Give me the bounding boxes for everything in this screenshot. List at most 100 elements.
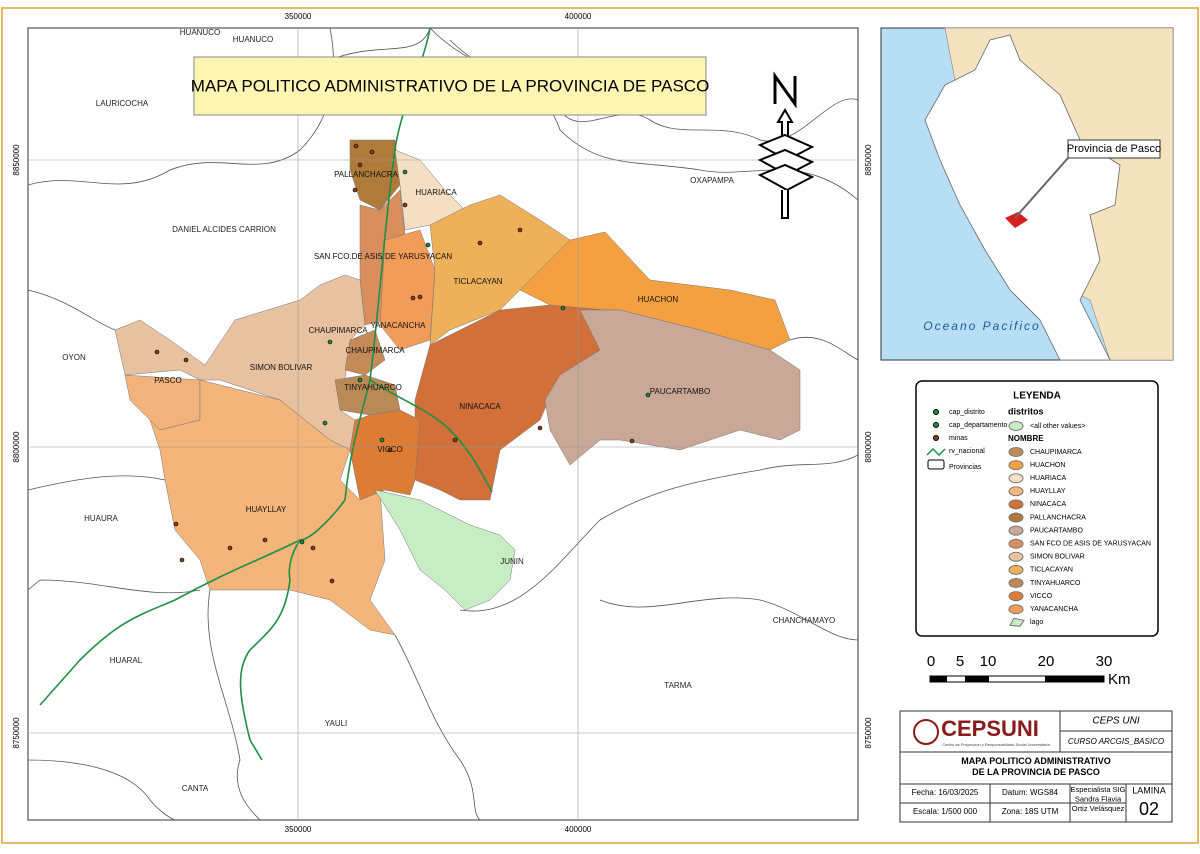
district-label: SIMON BOLIVAR [250,363,313,372]
graticule [28,28,858,820]
district-label: HUAYLLAY [246,505,287,514]
legend-swatch [1008,591,1024,602]
scale-label: 5 [956,653,964,670]
legend-symbol [933,435,939,441]
district-area [544,309,801,466]
map-title: MAPA POLITICO ADMINISTRATIVO DE LA PROVI… [191,76,710,95]
legend-swatch [1009,617,1025,627]
north-arrow [757,71,815,219]
legend-swatch [1008,604,1024,615]
district-area [379,229,436,351]
district-label: HUACHON [638,295,679,304]
neighbor-label: CANTA [182,784,209,793]
map-labels: HUANUCO HUANUCO LAURICOCHA DANIEL ALCIDES C… [62,28,835,793]
legend-swatch [1008,486,1024,497]
legend-swatch [1008,473,1024,484]
legend-swatch [1008,512,1024,523]
grid-label: 350000 [285,825,312,834]
district-label: NINACACA [459,402,501,411]
neighbor-label: HUAURA [84,514,118,523]
district-area [414,304,606,501]
neighbor-label: YAULI [325,719,348,728]
grid-label: 8800000 [864,431,873,463]
grid-label: 8850000 [864,144,873,176]
legend-label: HUAYLLAY [1030,488,1066,495]
org: CEPS UNI [1092,716,1139,727]
grid-label: 400000 [565,12,592,21]
legend-swatch [1008,421,1024,431]
logo-subtitle: Centro de Proyección y Responsabilidad S… [942,742,1050,747]
neighbor-label: TARMA [664,681,692,690]
legend-swatch [1008,525,1024,536]
legend-label: VICCO [1030,593,1053,600]
legend-label: HUARIACA [1030,475,1067,482]
zone: Zona: 18S UTM [1002,807,1059,816]
neighbor-label: OXAPAMPA [690,176,734,185]
author: Especialista SIG Sandra Flavia Ortiz Velás… [1070,785,1125,813]
title-box [193,56,707,116]
legend-heading: distritos [1008,406,1044,416]
sheet-label: LAMINA [1132,785,1166,795]
district-label: VICCO [377,445,402,454]
roads [39,27,493,761]
legend-label: CHAUPIMARCA [1030,449,1082,456]
legend-swatch [1008,499,1024,510]
district-label: PALLANCHACRA [334,170,399,179]
sheet-number: 02 [1139,799,1159,819]
pasco-location [1005,212,1028,228]
legend-label: minas [949,435,968,442]
district-label: TICLACAYAN [453,277,502,286]
datum: Datum: WGS84 [1002,788,1059,797]
grid-label: 400000 [565,825,592,834]
neighbor-label: OYON [62,353,86,362]
legend-label: TINYAHUARCO [1030,580,1081,587]
lake [374,489,516,611]
logo: CEPSUNI [941,716,1039,741]
legend-label: NINACACA [1030,501,1067,508]
legend-label: rv_nacional [949,448,985,455]
legend-label: PALLANCHACRA [1030,514,1086,521]
inset-map: Provincia de Pasco Oceano Pacifico [880,27,1174,361]
legend-label: HUACHON [1030,462,1065,469]
block-title: MAPA POLITICO ADMINISTRATIVO DE LA PROVIN… [961,756,1111,777]
legend-label: TICLACAYAN [1030,567,1073,574]
legend-swatch [1008,538,1024,549]
legend-swatch [1008,447,1024,457]
grid-label: 8750000 [12,717,21,749]
grid-labels: 350000 350000 400000 400000 8850000 8850000 88… [12,12,873,834]
scale-label: 30 [1096,653,1113,670]
neighbor-label: HUARAL [110,656,143,665]
legend-label: YANACANCHA [1030,606,1078,613]
legend-symbol [927,459,945,470]
district-area [129,379,396,636]
date: Fecha: 16/03/2025 [912,788,979,797]
title-block: CEPSUNI Centro de Proyección y Responsab… [899,710,1173,823]
grid-label: 8850000 [12,144,21,176]
district-label: PASCO [154,376,181,385]
course: CURSO ARCGIS_BASICO [1068,737,1164,746]
legend-swatch [1008,564,1024,575]
legend-symbol [933,422,939,428]
district-label: TINYAHUARCO [344,383,402,392]
neighbor-label: HUANUCO [233,35,273,44]
legend-swatch [1008,578,1024,588]
scale-unit: Km [1108,671,1131,688]
neighbor-label: JUNIN [500,557,524,566]
legend-label: <all other values> [1030,423,1085,430]
scale-label: 0 [927,653,935,670]
neighbor-boundaries [27,27,859,821]
scale-label: 10 [980,653,997,670]
callout: Provincia de Pasco [1067,143,1161,155]
district-label: PAUCARTAMBO [650,387,710,396]
legend-label: SIMON BOLIVAR [1030,554,1085,561]
grid-label: 8750000 [864,717,873,749]
legend-symbol [926,447,946,457]
district-area [349,409,421,501]
neighbor-label: DANIEL ALCIDES CARRION [172,225,276,234]
legend-label: SAN FCO DE ASIS DE YARUSYACAN [1030,541,1151,548]
legend-swatch [1008,551,1024,562]
district-label: CHAUPIMARCA [308,326,368,335]
legend-label: cap_distrito [949,409,985,416]
